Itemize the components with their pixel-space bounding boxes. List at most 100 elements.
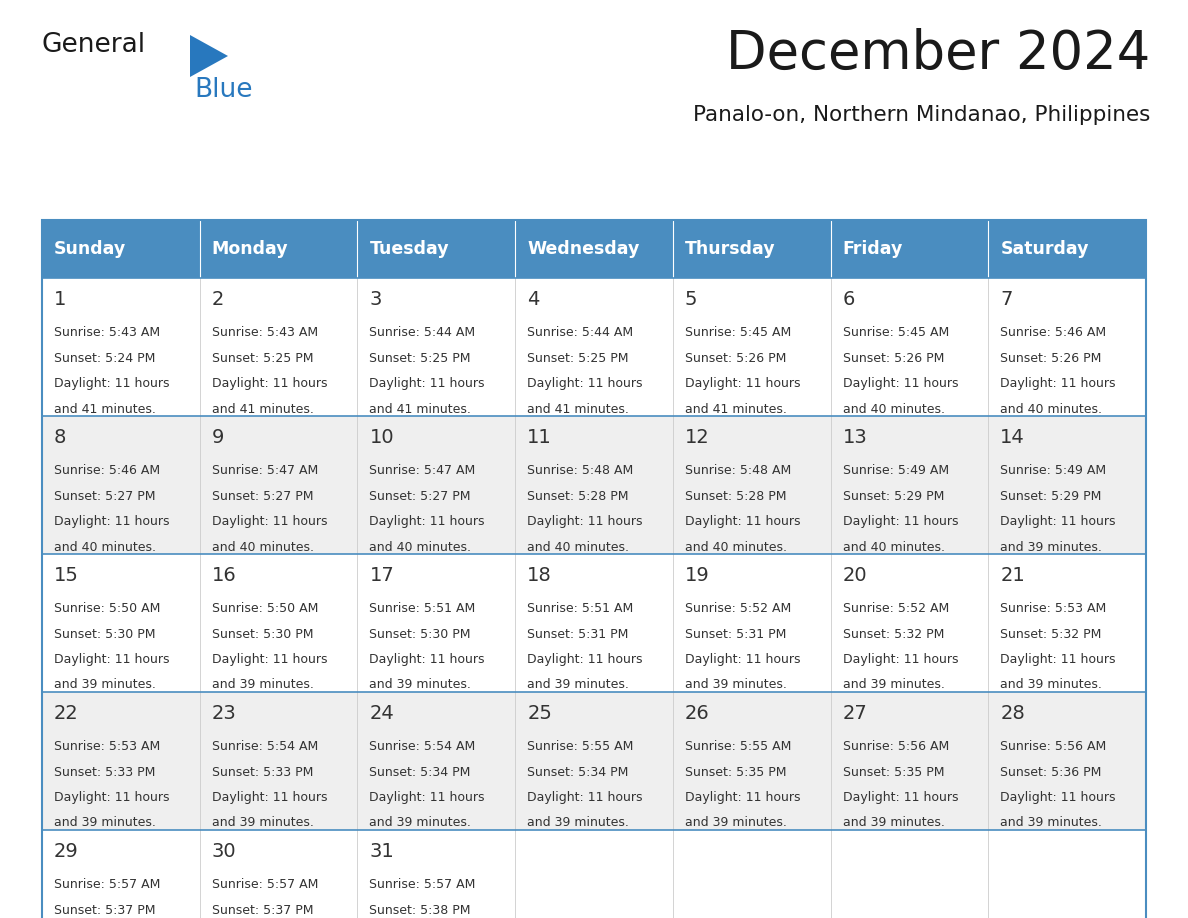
Text: Daylight: 11 hours: Daylight: 11 hours — [369, 515, 485, 528]
Text: 12: 12 — [684, 428, 709, 447]
Bar — [42, 220, 200, 278]
Text: 20: 20 — [842, 566, 867, 585]
Text: and 40 minutes.: and 40 minutes. — [842, 402, 944, 416]
Text: 31: 31 — [369, 842, 394, 861]
Text: Sunrise: 5:48 AM: Sunrise: 5:48 AM — [684, 464, 791, 477]
Text: Sunset: 5:34 PM: Sunset: 5:34 PM — [527, 766, 628, 778]
Bar — [42, 692, 1146, 830]
Text: and 40 minutes.: and 40 minutes. — [684, 541, 786, 554]
Text: 4: 4 — [527, 290, 539, 309]
Text: 28: 28 — [1000, 704, 1025, 723]
Text: 16: 16 — [211, 566, 236, 585]
Text: and 39 minutes.: and 39 minutes. — [1000, 541, 1102, 554]
Text: Sunset: 5:33 PM: Sunset: 5:33 PM — [53, 766, 156, 778]
Text: Sunset: 5:37 PM: Sunset: 5:37 PM — [53, 903, 156, 916]
Bar — [672, 220, 830, 278]
Text: 15: 15 — [53, 566, 78, 585]
Text: Sunrise: 5:47 AM: Sunrise: 5:47 AM — [211, 464, 318, 477]
Text: Daylight: 11 hours: Daylight: 11 hours — [369, 791, 485, 804]
Text: and 39 minutes.: and 39 minutes. — [53, 816, 156, 830]
Text: Sunset: 5:33 PM: Sunset: 5:33 PM — [211, 766, 314, 778]
Text: Sunset: 5:35 PM: Sunset: 5:35 PM — [842, 766, 944, 778]
Text: Sunrise: 5:54 AM: Sunrise: 5:54 AM — [369, 740, 475, 753]
Text: 17: 17 — [369, 566, 394, 585]
Text: Sunset: 5:34 PM: Sunset: 5:34 PM — [369, 766, 470, 778]
Text: Sunrise: 5:56 AM: Sunrise: 5:56 AM — [1000, 740, 1106, 753]
Text: Sunrise: 5:52 AM: Sunrise: 5:52 AM — [842, 602, 949, 615]
Text: Daylight: 11 hours: Daylight: 11 hours — [842, 515, 958, 528]
Text: and 39 minutes.: and 39 minutes. — [211, 678, 314, 691]
Text: and 39 minutes.: and 39 minutes. — [684, 816, 786, 830]
Text: Sunrise: 5:51 AM: Sunrise: 5:51 AM — [527, 602, 633, 615]
Text: 29: 29 — [53, 842, 78, 861]
Text: Daylight: 11 hours: Daylight: 11 hours — [369, 653, 485, 666]
Bar — [42, 554, 1146, 692]
Text: Sunset: 5:36 PM: Sunset: 5:36 PM — [1000, 766, 1101, 778]
Text: Sunset: 5:26 PM: Sunset: 5:26 PM — [842, 352, 944, 364]
Text: December 2024: December 2024 — [726, 28, 1150, 80]
Text: Sunrise: 5:54 AM: Sunrise: 5:54 AM — [211, 740, 318, 753]
Text: Sunrise: 5:57 AM: Sunrise: 5:57 AM — [369, 878, 476, 891]
Text: Sunset: 5:25 PM: Sunset: 5:25 PM — [527, 352, 628, 364]
Text: and 39 minutes.: and 39 minutes. — [527, 678, 628, 691]
Bar — [516, 220, 672, 278]
Text: Wednesday: Wednesday — [527, 240, 639, 258]
Text: Daylight: 11 hours: Daylight: 11 hours — [211, 791, 327, 804]
Text: Sunrise: 5:50 AM: Sunrise: 5:50 AM — [211, 602, 318, 615]
Text: and 39 minutes.: and 39 minutes. — [527, 816, 628, 830]
Text: Daylight: 11 hours: Daylight: 11 hours — [684, 791, 801, 804]
Text: Daylight: 11 hours: Daylight: 11 hours — [211, 515, 327, 528]
Text: and 40 minutes.: and 40 minutes. — [527, 541, 630, 554]
Text: Sunrise: 5:43 AM: Sunrise: 5:43 AM — [53, 326, 160, 339]
Text: Friday: Friday — [842, 240, 903, 258]
Text: 27: 27 — [842, 704, 867, 723]
Text: Sunrise: 5:57 AM: Sunrise: 5:57 AM — [211, 878, 318, 891]
Text: 19: 19 — [684, 566, 709, 585]
Text: 13: 13 — [842, 428, 867, 447]
Text: and 40 minutes.: and 40 minutes. — [53, 541, 156, 554]
Text: 25: 25 — [527, 704, 552, 723]
Text: Sunrise: 5:44 AM: Sunrise: 5:44 AM — [369, 326, 475, 339]
Text: 10: 10 — [369, 428, 394, 447]
Text: Sunrise: 5:57 AM: Sunrise: 5:57 AM — [53, 878, 160, 891]
Text: Sunrise: 5:47 AM: Sunrise: 5:47 AM — [369, 464, 475, 477]
Text: Sunset: 5:29 PM: Sunset: 5:29 PM — [842, 489, 944, 502]
Text: 22: 22 — [53, 704, 78, 723]
Text: 5: 5 — [684, 290, 697, 309]
Text: Sunset: 5:35 PM: Sunset: 5:35 PM — [684, 766, 786, 778]
Text: Sunset: 5:27 PM: Sunset: 5:27 PM — [53, 489, 156, 502]
Text: Sunset: 5:32 PM: Sunset: 5:32 PM — [842, 628, 944, 641]
Text: Thursday: Thursday — [684, 240, 776, 258]
Text: Daylight: 11 hours: Daylight: 11 hours — [53, 515, 170, 528]
Text: Sunrise: 5:55 AM: Sunrise: 5:55 AM — [527, 740, 633, 753]
Text: 9: 9 — [211, 428, 225, 447]
Text: Tuesday: Tuesday — [369, 240, 449, 258]
Text: Sunrise: 5:49 AM: Sunrise: 5:49 AM — [842, 464, 949, 477]
Text: Sunrise: 5:46 AM: Sunrise: 5:46 AM — [1000, 326, 1106, 339]
Text: Sunset: 5:26 PM: Sunset: 5:26 PM — [1000, 352, 1101, 364]
Text: Daylight: 11 hours: Daylight: 11 hours — [842, 377, 958, 390]
Text: Sunset: 5:38 PM: Sunset: 5:38 PM — [369, 903, 470, 916]
Text: Sunrise: 5:55 AM: Sunrise: 5:55 AM — [684, 740, 791, 753]
Text: and 41 minutes.: and 41 minutes. — [211, 402, 314, 416]
Text: and 39 minutes.: and 39 minutes. — [1000, 816, 1102, 830]
Text: and 41 minutes.: and 41 minutes. — [369, 402, 472, 416]
Text: Blue: Blue — [194, 77, 253, 103]
Text: 18: 18 — [527, 566, 552, 585]
Text: Daylight: 11 hours: Daylight: 11 hours — [1000, 653, 1116, 666]
Text: 3: 3 — [369, 290, 381, 309]
Text: Sunset: 5:30 PM: Sunset: 5:30 PM — [211, 628, 314, 641]
Text: 30: 30 — [211, 842, 236, 861]
Text: and 39 minutes.: and 39 minutes. — [369, 816, 472, 830]
Text: and 41 minutes.: and 41 minutes. — [684, 402, 786, 416]
Text: Sunrise: 5:53 AM: Sunrise: 5:53 AM — [1000, 602, 1106, 615]
Text: Sunset: 5:31 PM: Sunset: 5:31 PM — [527, 628, 628, 641]
Bar — [200, 220, 358, 278]
Bar — [988, 220, 1146, 278]
Text: Sunset: 5:26 PM: Sunset: 5:26 PM — [684, 352, 786, 364]
Text: and 39 minutes.: and 39 minutes. — [684, 678, 786, 691]
Text: Panalo-on, Northern Mindanao, Philippines: Panalo-on, Northern Mindanao, Philippine… — [693, 105, 1150, 125]
Text: Daylight: 11 hours: Daylight: 11 hours — [842, 653, 958, 666]
Text: and 39 minutes.: and 39 minutes. — [369, 678, 472, 691]
Text: Daylight: 11 hours: Daylight: 11 hours — [1000, 377, 1116, 390]
